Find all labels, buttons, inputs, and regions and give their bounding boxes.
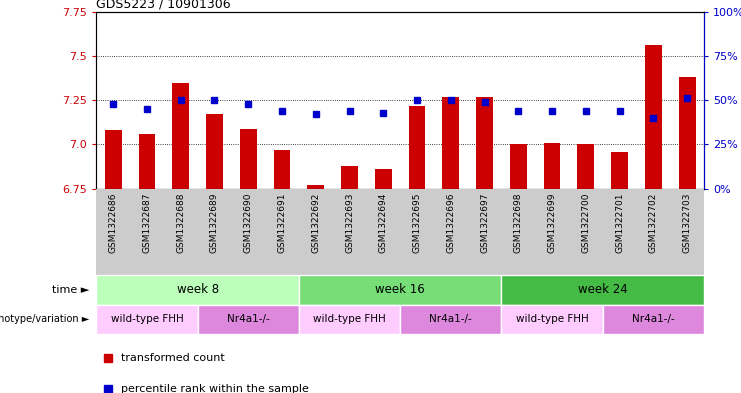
Text: GSM1322696: GSM1322696: [446, 193, 455, 253]
Bar: [206, 114, 223, 189]
Text: GSM1322687: GSM1322687: [142, 193, 151, 253]
Bar: [442, 97, 459, 189]
Text: GSM1322697: GSM1322697: [480, 193, 489, 253]
Text: wild-type FHH: wild-type FHH: [110, 314, 183, 324]
Bar: [611, 151, 628, 189]
Text: GSM1322692: GSM1322692: [311, 193, 320, 253]
Bar: [476, 97, 493, 189]
Bar: [400, 305, 502, 334]
Text: GSM1322686: GSM1322686: [109, 193, 118, 253]
Bar: [299, 305, 400, 334]
Text: GSM1322688: GSM1322688: [176, 193, 185, 253]
Text: GSM1322695: GSM1322695: [413, 193, 422, 253]
Bar: [577, 144, 594, 189]
Bar: [96, 305, 198, 334]
Text: GSM1322691: GSM1322691: [277, 193, 287, 253]
Text: GSM1322699: GSM1322699: [548, 193, 556, 253]
Bar: [679, 77, 696, 189]
Text: week 8: week 8: [176, 283, 219, 296]
Bar: [510, 144, 527, 189]
Bar: [645, 46, 662, 189]
Text: GSM1322702: GSM1322702: [649, 193, 658, 253]
Bar: [96, 275, 299, 305]
Text: GSM1322693: GSM1322693: [345, 193, 354, 253]
Bar: [139, 134, 156, 189]
Bar: [273, 150, 290, 189]
Bar: [408, 105, 425, 189]
Text: GSM1322701: GSM1322701: [615, 193, 624, 253]
Text: GSM1322703: GSM1322703: [682, 193, 691, 253]
Bar: [299, 275, 502, 305]
Bar: [502, 275, 704, 305]
Bar: [240, 129, 256, 189]
Bar: [602, 305, 704, 334]
Text: GSM1322690: GSM1322690: [244, 193, 253, 253]
Text: transformed count: transformed count: [121, 353, 225, 363]
Text: GDS5223 / 10901306: GDS5223 / 10901306: [96, 0, 231, 11]
Bar: [172, 83, 189, 189]
Text: Nr4a1-/-: Nr4a1-/-: [227, 314, 270, 324]
Text: Nr4a1-/-: Nr4a1-/-: [429, 314, 472, 324]
Text: GSM1322689: GSM1322689: [210, 193, 219, 253]
Bar: [544, 143, 560, 189]
Bar: [341, 166, 358, 189]
Text: wild-type FHH: wild-type FHH: [516, 314, 588, 324]
Bar: [308, 185, 324, 189]
Text: week 16: week 16: [375, 283, 425, 296]
Bar: [104, 130, 122, 189]
Text: genotype/variation ►: genotype/variation ►: [0, 314, 89, 324]
Text: wild-type FHH: wild-type FHH: [313, 314, 386, 324]
Bar: [375, 169, 392, 189]
Bar: [502, 305, 602, 334]
Bar: [198, 305, 299, 334]
Text: week 24: week 24: [578, 283, 628, 296]
Text: percentile rank within the sample: percentile rank within the sample: [121, 384, 308, 393]
Text: time ►: time ►: [52, 285, 89, 295]
Text: GSM1322700: GSM1322700: [581, 193, 591, 253]
Text: Nr4a1-/-: Nr4a1-/-: [632, 314, 675, 324]
Text: GSM1322698: GSM1322698: [514, 193, 523, 253]
Text: GSM1322694: GSM1322694: [379, 193, 388, 253]
